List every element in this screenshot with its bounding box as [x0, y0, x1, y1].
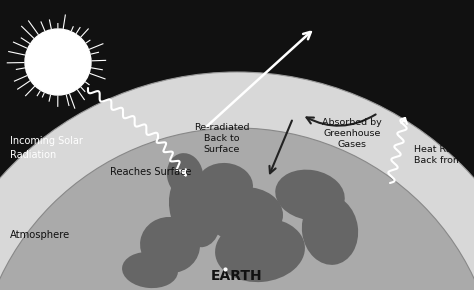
Ellipse shape: [215, 218, 305, 282]
Text: Re-radiated
Back to
Surface: Re-radiated Back to Surface: [194, 123, 250, 154]
Ellipse shape: [197, 163, 253, 207]
Wedge shape: [0, 128, 474, 290]
Ellipse shape: [169, 173, 221, 247]
Wedge shape: [0, 72, 474, 290]
Text: EARTH: EARTH: [211, 269, 263, 283]
Ellipse shape: [140, 217, 200, 273]
Text: Absorbed by
Greenhouse
Gases: Absorbed by Greenhouse Gases: [322, 118, 382, 149]
Ellipse shape: [167, 153, 203, 197]
Ellipse shape: [302, 195, 358, 265]
Ellipse shape: [122, 252, 178, 288]
Circle shape: [25, 29, 91, 95]
Text: Atmosphere: Atmosphere: [10, 230, 70, 240]
Ellipse shape: [275, 170, 345, 220]
Text: Incoming Solar
Radiation: Incoming Solar Radiation: [10, 136, 83, 160]
Ellipse shape: [207, 187, 283, 243]
Text: Reflected Back to Space: Reflected Back to Space: [268, 23, 389, 33]
Text: Heat Radiated
Back from Surface: Heat Radiated Back from Surface: [414, 145, 474, 165]
Text: Reaches Surface: Reaches Surface: [110, 167, 191, 177]
